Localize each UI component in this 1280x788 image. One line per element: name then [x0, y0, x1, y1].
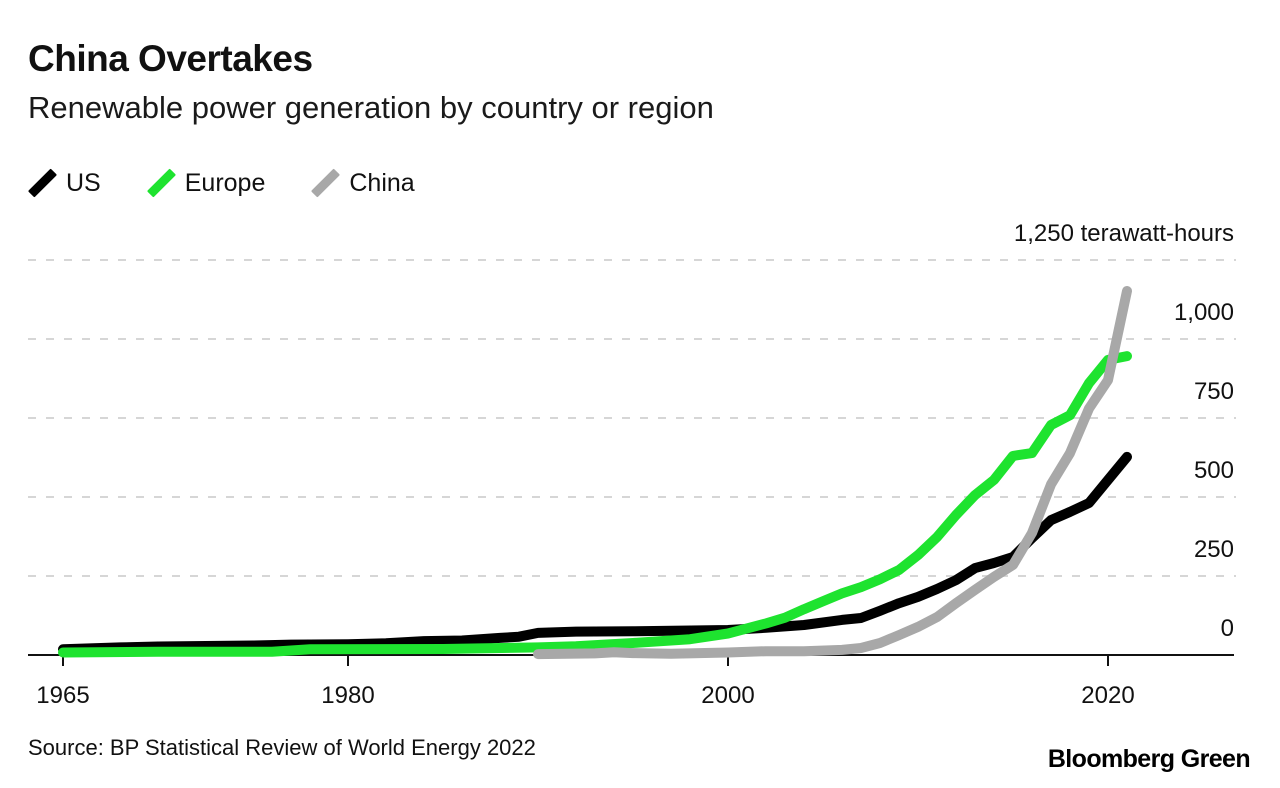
- y-tick-label: 250: [1194, 536, 1234, 563]
- x-tick-label: 1980: [321, 682, 374, 709]
- x-tick-label: 2020: [1081, 682, 1134, 709]
- legend-item-europe: Europe: [146, 166, 266, 200]
- legend-label-us: US: [66, 168, 101, 197]
- chart-subtitle: Renewable power generation by country or…: [28, 90, 714, 125]
- y-axis-labels: 0 250 500 750 1,000 1,250 terawatt-hours: [1014, 220, 1234, 642]
- legend-item-china: China: [311, 166, 415, 200]
- x-tick-label: 1965: [36, 682, 89, 709]
- gridlines: [28, 259, 1236, 577]
- y-tick-label: 1,250 terawatt-hours: [1014, 220, 1234, 247]
- legend-label-europe: Europe: [184, 168, 266, 197]
- series-line-us: [58, 451, 1132, 655]
- legend-item-us: US: [28, 166, 101, 200]
- series-line-europe: [58, 351, 1132, 658]
- x-tick-label: 2000: [701, 682, 754, 709]
- y-tick-label: 750: [1194, 378, 1234, 405]
- y-tick-label: 0: [1221, 615, 1234, 642]
- source-note: Source: BP Statistical Review of World E…: [28, 735, 536, 760]
- chart-title: China Overtakes: [28, 38, 313, 79]
- series-lines: [58, 286, 1132, 660]
- brand-logo: Bloomberg Green: [1047, 745, 1251, 773]
- y-tick-label: 1,000: [1174, 299, 1234, 326]
- series-line-china: [533, 286, 1132, 660]
- x-axis: 1965 1980 2000 2020: [28, 654, 1234, 709]
- legend: US Europe China: [28, 166, 461, 200]
- legend-label-china: China: [349, 168, 415, 197]
- y-tick-label: 500: [1194, 457, 1234, 484]
